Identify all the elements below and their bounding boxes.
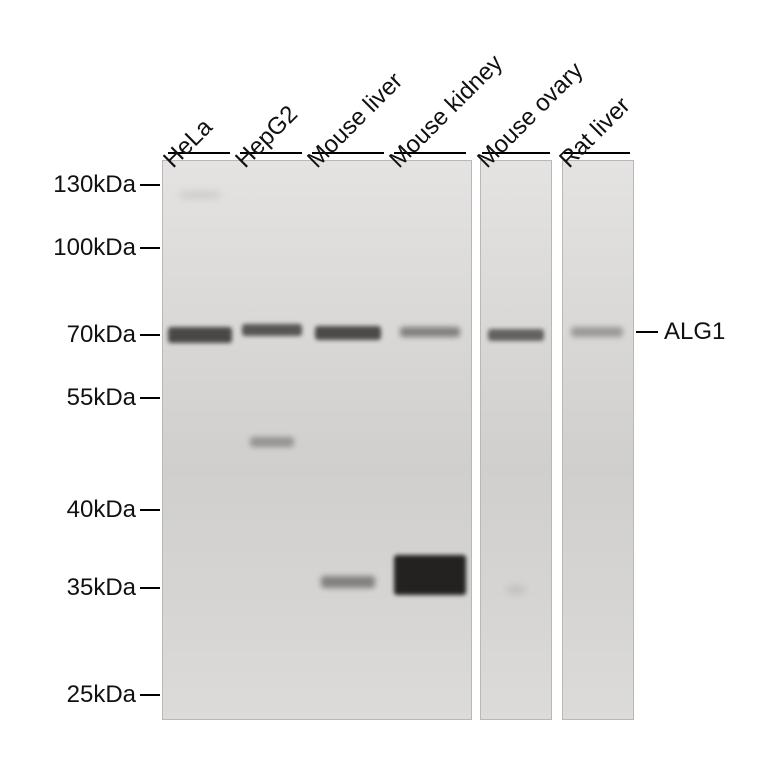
band-8 bbox=[488, 329, 544, 341]
mw-label-2: 70kDa bbox=[67, 321, 136, 349]
band-6 bbox=[400, 327, 460, 337]
protein-tick bbox=[636, 331, 658, 333]
band-7 bbox=[394, 555, 466, 595]
mw-tick-1 bbox=[140, 247, 160, 249]
mw-label-6: 25kDa bbox=[67, 681, 136, 709]
mw-tick-0 bbox=[140, 184, 160, 186]
band-10 bbox=[571, 327, 623, 337]
mw-tick-6 bbox=[140, 694, 160, 696]
band-3 bbox=[250, 437, 294, 447]
band-1 bbox=[180, 192, 220, 198]
band-2 bbox=[242, 324, 302, 336]
band-0 bbox=[168, 327, 232, 343]
mw-label-3: 55kDa bbox=[67, 384, 136, 412]
protein-name-label: ALG1 bbox=[664, 318, 725, 346]
mw-tick-5 bbox=[140, 587, 160, 589]
membrane-panel-0 bbox=[162, 160, 472, 720]
mw-label-1: 100kDa bbox=[53, 234, 136, 262]
membrane-panel-1 bbox=[480, 160, 552, 720]
membrane-panel-2 bbox=[562, 160, 634, 720]
band-4 bbox=[315, 326, 381, 340]
mw-tick-3 bbox=[140, 397, 160, 399]
mw-label-0: 130kDa bbox=[53, 171, 136, 199]
mw-tick-2 bbox=[140, 334, 160, 336]
band-9 bbox=[507, 586, 525, 594]
band-5 bbox=[321, 576, 375, 588]
mw-label-4: 40kDa bbox=[67, 496, 136, 524]
mw-tick-4 bbox=[140, 509, 160, 511]
mw-label-5: 35kDa bbox=[67, 574, 136, 602]
